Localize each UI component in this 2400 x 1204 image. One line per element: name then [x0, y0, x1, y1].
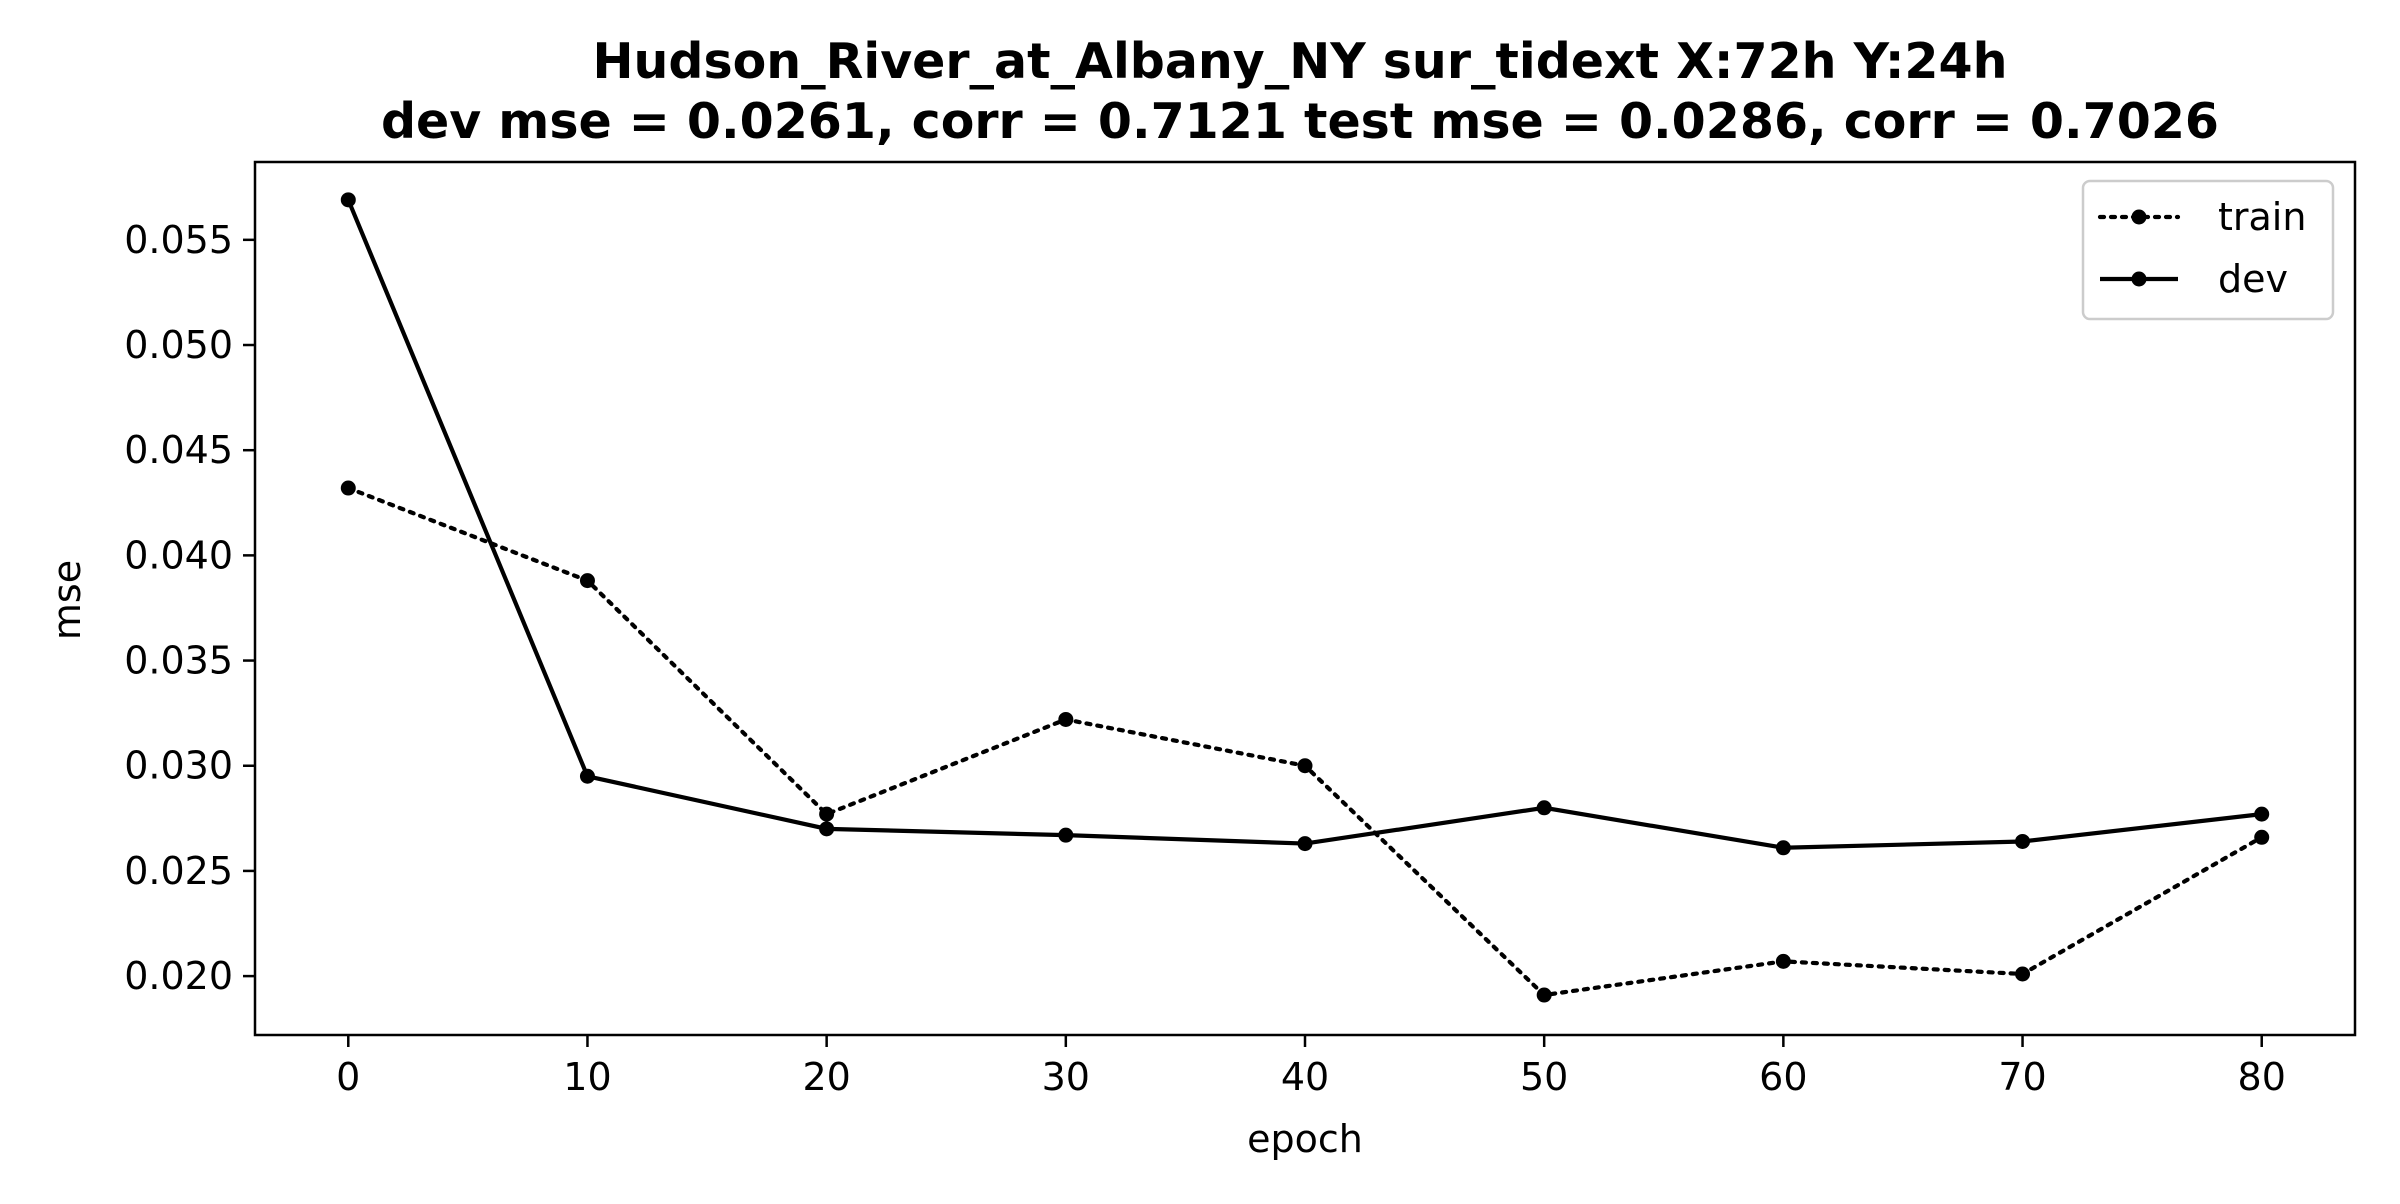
- legend: train dev: [2081, 179, 2335, 321]
- data-point-train: [819, 806, 835, 822]
- x-tick-label: 0: [336, 1055, 360, 1099]
- x-tick-label: 10: [563, 1055, 611, 1099]
- y-tick-label: 0.040: [124, 533, 233, 577]
- data-point-dev: [1297, 836, 1313, 852]
- data-point-dev: [1058, 827, 1074, 843]
- data-point-train: [1058, 711, 1074, 727]
- y-axis-label: mse: [45, 560, 89, 640]
- chart-subtitle: dev mse = 0.0261, corr = 0.7121 test mse…: [381, 93, 2219, 150]
- series-layer: [340, 192, 2270, 1003]
- y-tick-label: 0.035: [124, 639, 233, 683]
- x-axis-label: epoch: [1247, 1117, 1363, 1161]
- series-line-train: [346, 485, 2264, 998]
- data-point-train: [1297, 758, 1313, 774]
- y-tick-label: 0.050: [124, 323, 233, 367]
- x-tick-label: 30: [1042, 1055, 1090, 1099]
- data-point-dev: [340, 192, 356, 208]
- data-point-train: [579, 573, 595, 589]
- y-tick-label: 0.025: [124, 849, 233, 893]
- legend-dev-marker: [2131, 271, 2147, 287]
- y-tick-label: 0.020: [124, 954, 233, 998]
- data-point-train: [1775, 953, 1791, 969]
- y-tick-label: 0.045: [124, 428, 233, 472]
- data-point-dev: [2254, 806, 2270, 822]
- x-tick-label: 50: [1520, 1055, 1568, 1099]
- data-point-dev: [1536, 800, 1552, 816]
- x-tick-label: 70: [1998, 1055, 2046, 1099]
- plot-frame: [253, 160, 2357, 1037]
- data-point-train: [2015, 966, 2031, 982]
- legend-train-marker: [2131, 209, 2147, 225]
- x-tick-label: 20: [802, 1055, 850, 1099]
- x-tick-label: 40: [1281, 1055, 1329, 1099]
- data-point-dev: [2015, 833, 2031, 849]
- legend-train-label: train: [2218, 195, 2306, 239]
- y-tick-label: 0.030: [124, 744, 233, 788]
- data-point-dev: [819, 821, 835, 837]
- data-point-train: [340, 480, 356, 496]
- data-point-dev: [1775, 840, 1791, 856]
- x-tick-label: 80: [2238, 1055, 2286, 1099]
- data-point-train: [2254, 829, 2270, 845]
- data-point-train: [1536, 987, 1552, 1003]
- y-tick-label: 0.055: [124, 218, 233, 262]
- chart-title: Hudson_River_at_Albany_NY sur_tidext X:7…: [593, 33, 2008, 90]
- series-line-dev: [346, 199, 2262, 850]
- legend-dev-label: dev: [2218, 257, 2288, 301]
- data-point-dev: [579, 768, 595, 784]
- y-axis: 0.020 0.025 0.030 0.035 0.040 0.045 0.050 0.055: [124, 218, 255, 998]
- x-tick-label: 60: [1759, 1055, 1807, 1099]
- x-axis: 0 10 20 30 40 50 60 70 80: [336, 1035, 2286, 1099]
